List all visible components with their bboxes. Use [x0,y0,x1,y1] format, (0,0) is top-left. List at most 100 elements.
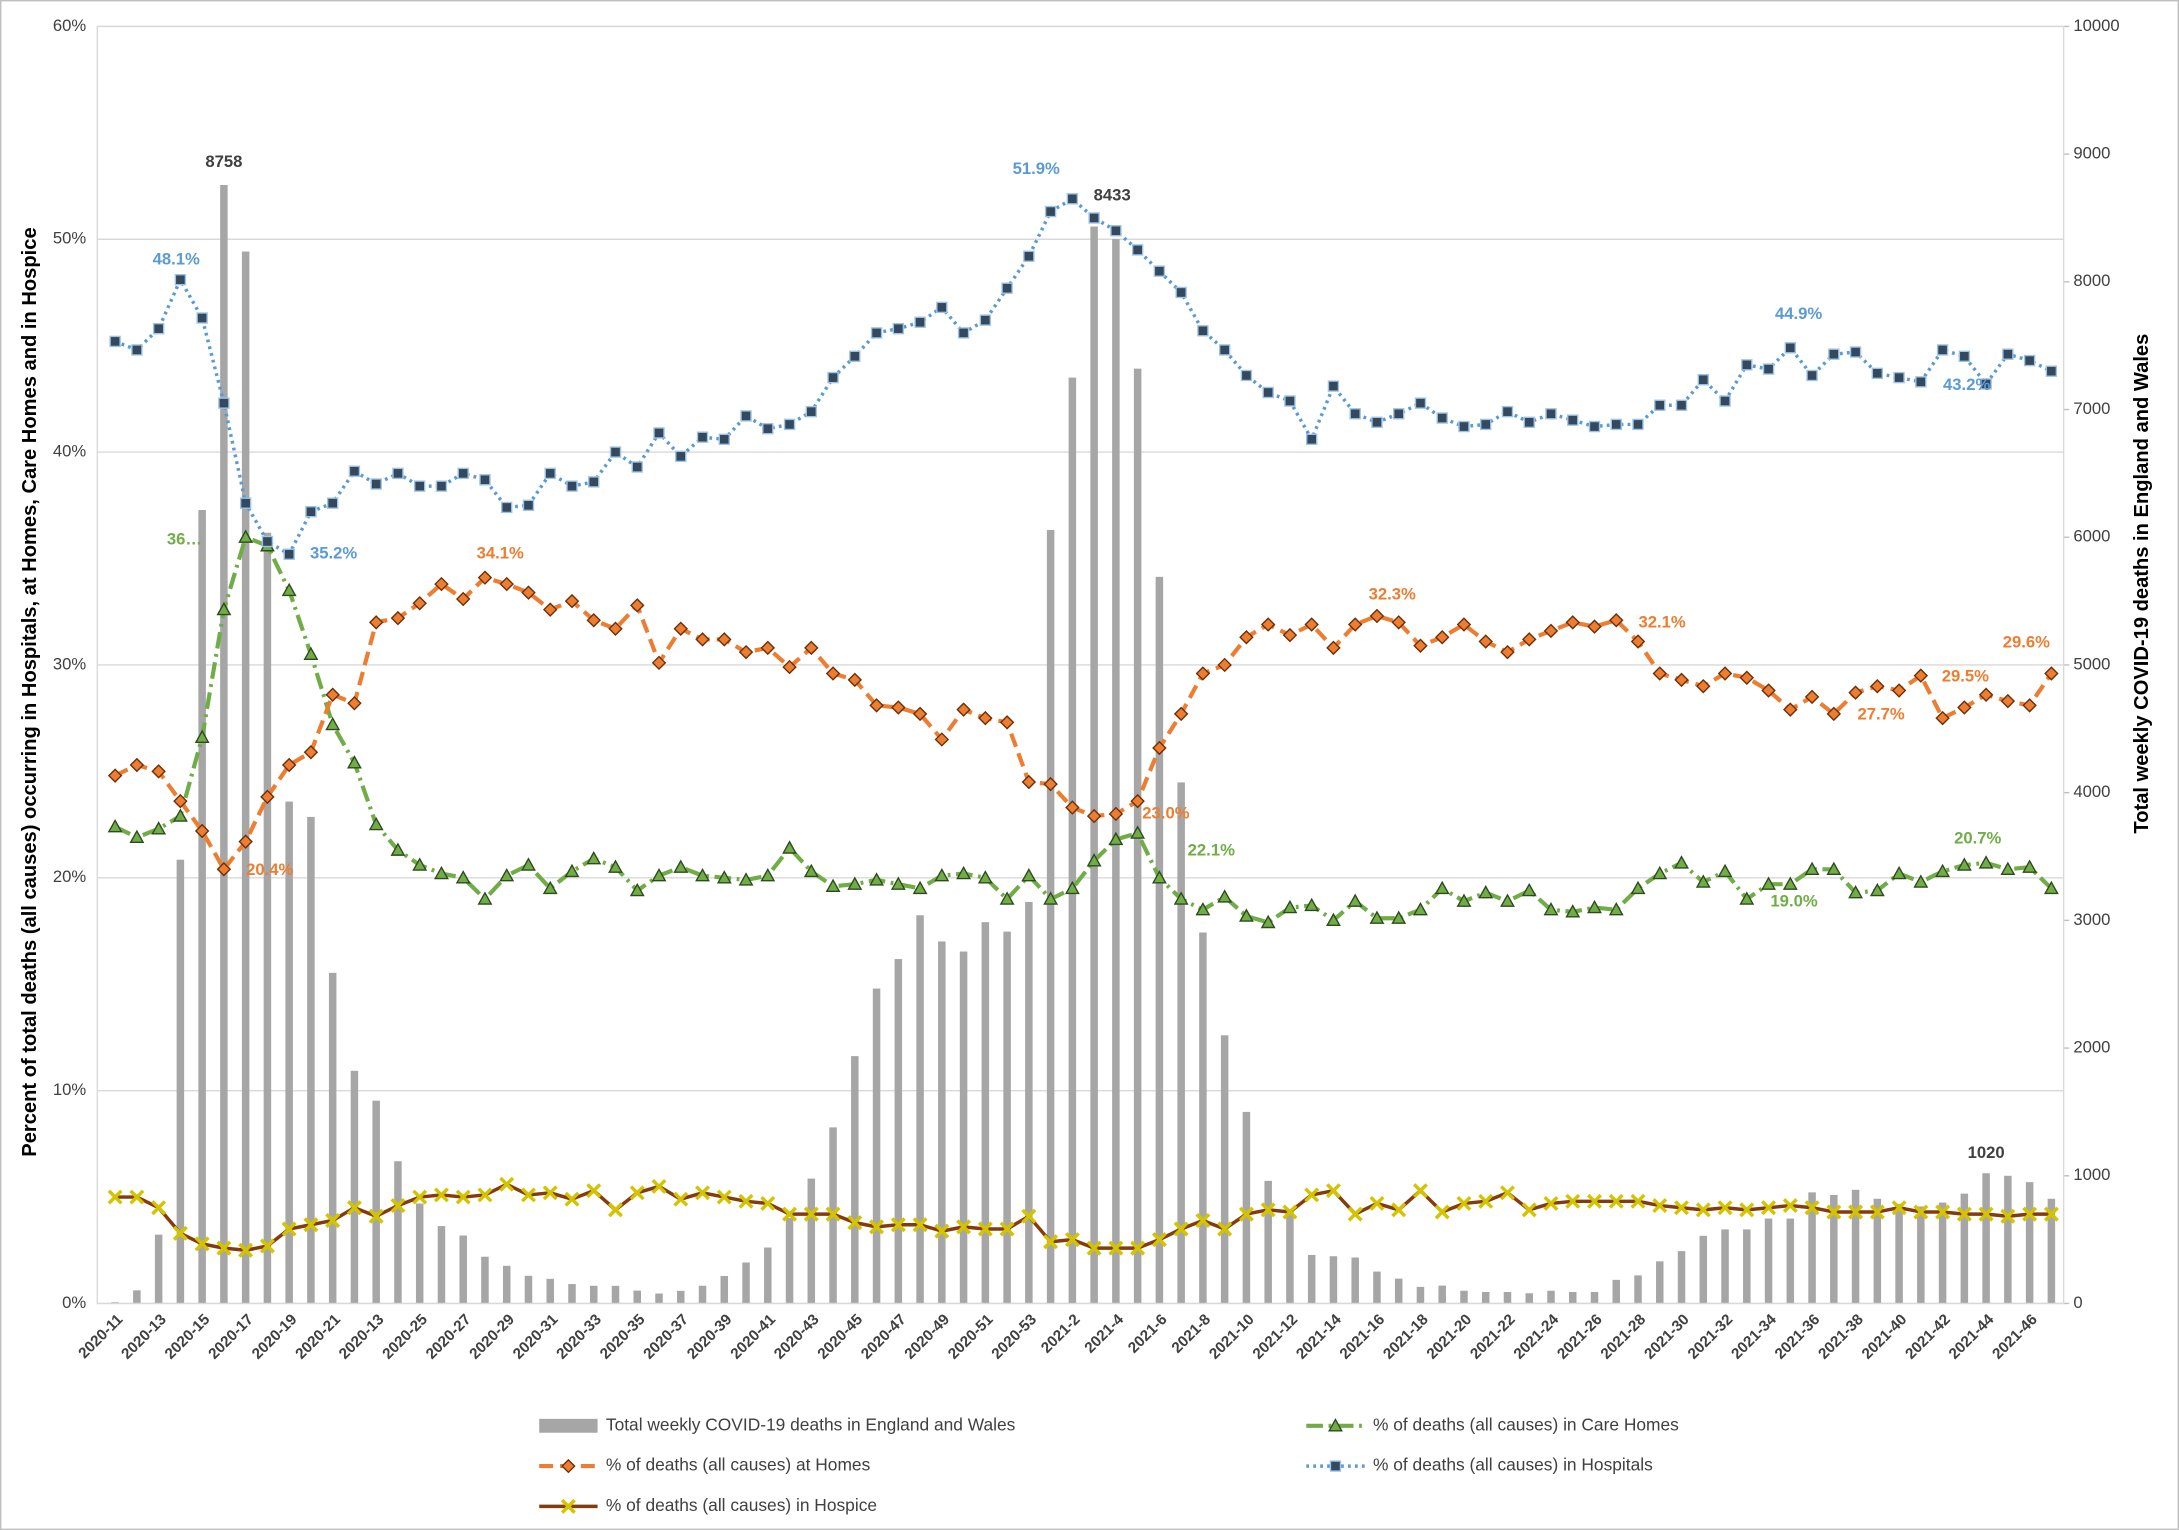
marker [194,729,210,744]
bar [1286,1208,1294,1304]
legend-label: % of deaths (all causes) at Homes [606,1455,871,1475]
marker [1784,342,1797,354]
marker [1980,378,1992,390]
marker [542,1185,558,1201]
marker [2022,1206,2038,1222]
marker [1305,433,1318,446]
marker [1195,1212,1211,1228]
marker [1978,1206,1994,1222]
marker [1652,666,1668,681]
marker [218,397,230,409]
marker [977,870,993,884]
marker [629,1185,645,1201]
marker [2044,666,2059,681]
marker [1652,865,1668,880]
bar [350,1070,359,1304]
marker [1675,399,1688,411]
marker [107,1189,123,1205]
data-label: 43.2% [1943,375,1990,394]
marker [499,1176,515,1192]
marker [1130,793,1145,809]
marker [1804,689,1820,705]
marker [1391,1202,1407,1218]
bar [1155,576,1164,1304]
marker [501,501,513,514]
y-axis-title: Percent of total deaths (all causes) occ… [19,227,41,1156]
marker [914,316,926,328]
legend: Total weekly COVID-19 deaths in England … [539,1414,1679,1515]
bar [154,1234,163,1304]
marker [477,891,493,905]
marker [847,1215,863,1231]
marker [392,467,404,480]
marker [522,499,535,512]
bar [1547,1290,1555,1304]
marker [1240,369,1253,382]
bar [481,1256,489,1304]
bar [1394,1278,1403,1304]
marker [869,1219,885,1235]
marker [631,461,643,473]
marker [1717,666,1733,681]
marker [1826,1204,1842,1220]
marker [196,312,208,324]
marker [1913,874,1929,888]
marker [1543,623,1559,639]
marker [239,497,252,509]
bar [1808,1192,1816,1304]
marker [390,1198,406,1214]
marker [738,1193,754,1209]
marker [1739,891,1755,905]
bar [2025,1182,2034,1304]
marker [1086,808,1102,824]
marker [1652,1198,1668,1214]
marker [1782,1198,1798,1214]
bar [764,1247,772,1304]
bar [916,915,924,1304]
marker [1610,418,1622,431]
marker [892,322,905,335]
marker [1935,1204,1951,1220]
marker [1043,891,1059,905]
bar [415,1203,424,1304]
data-label: 29.5% [1942,666,1989,685]
marker [305,505,317,518]
marker [651,655,667,671]
marker [368,1208,384,1224]
bar [1917,1206,1925,1304]
marker [695,632,710,647]
marker [1304,1187,1320,1203]
marker [1195,666,1211,681]
marker [107,819,123,833]
marker [542,880,558,895]
marker [1327,380,1340,392]
marker [588,476,600,488]
marker [1674,672,1689,688]
marker [260,789,275,805]
marker [346,755,362,769]
marker [1173,1221,1189,1237]
marker [1522,632,1537,647]
marker [1151,1232,1167,1248]
marker [999,715,1015,730]
marker [1826,861,1842,875]
y2-tick-label: 3000 [2073,910,2110,929]
y-tick-label: 50% [53,229,87,248]
marker [1021,774,1037,790]
marker [1456,617,1472,632]
marker [827,371,839,384]
marker [1304,897,1320,912]
marker [455,1189,471,1205]
marker [129,757,145,773]
marker [740,410,752,422]
marker [1458,420,1470,433]
marker [1478,634,1493,649]
y-tick-label: 20% [53,867,87,886]
marker [912,880,928,895]
marker [1523,416,1535,428]
marker [325,687,340,702]
marker [1023,250,1035,262]
marker [1217,889,1233,903]
legend-label: % of deaths (all causes) in Hospice [606,1495,877,1515]
marker [259,1238,275,1254]
